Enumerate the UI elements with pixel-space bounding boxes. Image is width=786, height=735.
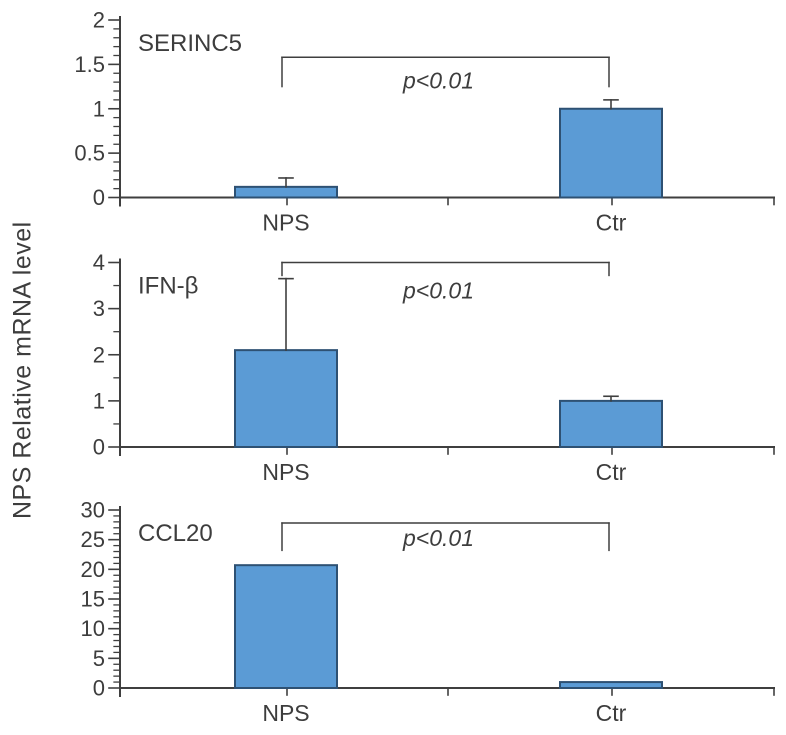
y-tick-label: 10 — [81, 616, 105, 641]
y-tick-label: 2 — [93, 8, 105, 33]
y-tick-label: 20 — [81, 557, 105, 582]
p-value-label: p<0.01 — [402, 278, 474, 304]
y-tick-label: 15 — [81, 587, 105, 612]
y-axis-label: NPS Relative mRNA level — [8, 221, 37, 519]
x-category-label: Ctr — [596, 210, 627, 236]
panel-title: SERINC5 — [138, 30, 242, 57]
y-tick-label: 1 — [93, 388, 105, 413]
x-category-label: NPS — [262, 459, 309, 485]
bar-ctr — [559, 399, 663, 448]
y-tick-label: 5 — [93, 646, 105, 671]
y-tick-label: 25 — [81, 527, 105, 552]
bar-ctr — [559, 107, 663, 199]
bar-nps — [234, 349, 338, 449]
x-category-label: Ctr — [596, 459, 627, 485]
bar-nps — [234, 564, 338, 689]
y-tick-label: 0 — [93, 185, 105, 210]
x-category-label: Ctr — [596, 700, 627, 726]
y-tick-label: 0.5 — [74, 141, 105, 166]
x-category-label: NPS — [262, 210, 309, 236]
y-tick-label: 30 — [81, 498, 105, 523]
p-value-label: p<0.01 — [402, 67, 474, 93]
y-tick-label: 0 — [93, 435, 105, 460]
p-value-label: p<0.01 — [402, 525, 474, 551]
y-tick-label: 1 — [93, 96, 105, 121]
panel-title: CCL20 — [138, 520, 213, 547]
y-tick-label: 4 — [93, 250, 105, 275]
y-tick-label: 0 — [93, 676, 105, 701]
bar-nps — [234, 185, 338, 199]
y-tick-label: 3 — [93, 296, 105, 321]
y-tick-label: 2 — [93, 342, 105, 367]
bar-ctr — [559, 681, 663, 689]
panel-title: IFN-β — [138, 273, 198, 300]
x-category-label: NPS — [262, 700, 309, 726]
y-tick-label: 1.5 — [74, 52, 105, 77]
